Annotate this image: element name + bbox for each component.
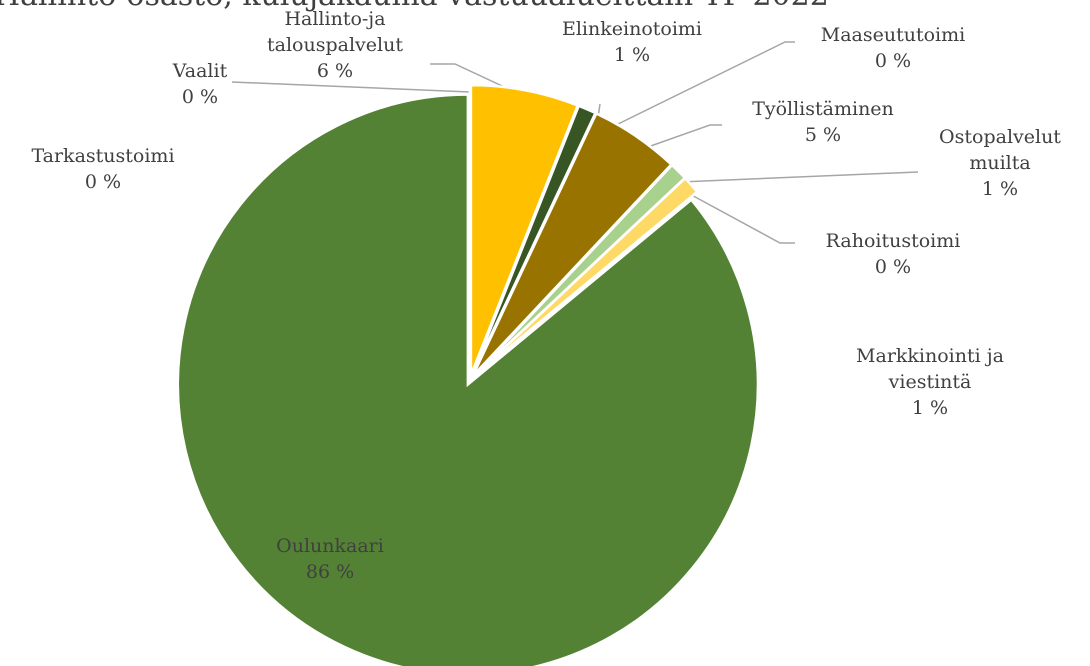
label-name: Tarkastustoimi (31, 145, 175, 167)
label-name: Hallinto-ja talouspalvelut (267, 8, 403, 56)
label-name: Rahoitustoimi (825, 230, 961, 252)
leader-line (644, 124, 722, 149)
label-value: 86 % (305, 561, 355, 583)
chart-title: Hallinto-osasto, kulujakauma vastuualuei… (0, 0, 829, 13)
pie-slice (472, 176, 699, 378)
data-label: Työllistäminen 5 % (723, 96, 923, 148)
pie-slice (176, 93, 760, 666)
leader-lines (231, 41, 919, 244)
data-label: Markkinointi ja viestintä 1 % (840, 343, 1020, 421)
data-label: Vaalit 0 % (150, 58, 250, 110)
label-name: Elinkeinotoimi (561, 18, 702, 40)
label-value: 1 % (911, 397, 949, 419)
label-value: 6 % (316, 60, 354, 82)
label-name: Työllistäminen (752, 98, 894, 120)
data-label: Maaseututoimi 0 % (793, 22, 993, 74)
label-value: 0 % (181, 86, 219, 108)
label-value: 1 % (613, 44, 651, 66)
data-label: Tarkastustoimi 0 % (3, 143, 203, 195)
leader-line (679, 171, 919, 183)
data-label: Elinkeinotoimi 1 % (532, 16, 732, 68)
label-name: Oulunkaari (276, 535, 384, 557)
data-label: Oulunkaari 86 % (230, 533, 430, 585)
label-name: Ostopalvelut muilta (939, 126, 1061, 174)
label-value: 0 % (874, 50, 912, 72)
data-label: Hallinto-ja talouspalvelut 6 % (250, 6, 420, 84)
label-value: 5 % (804, 124, 842, 146)
leader-line (685, 191, 795, 244)
label-name: Vaalit (172, 60, 228, 82)
label-name: Maaseututoimi (820, 24, 966, 46)
leader-line (231, 81, 471, 93)
leader-line (609, 41, 795, 129)
label-value: 0 % (84, 171, 122, 193)
data-label: Ostopalvelut muilta 1 % (935, 124, 1065, 202)
data-label: Rahoitustoimi 0 % (793, 228, 993, 280)
label-value: 1 % (981, 178, 1019, 200)
label-value: 0 % (874, 256, 912, 278)
label-name: Markkinointi ja viestintä (856, 345, 1004, 393)
